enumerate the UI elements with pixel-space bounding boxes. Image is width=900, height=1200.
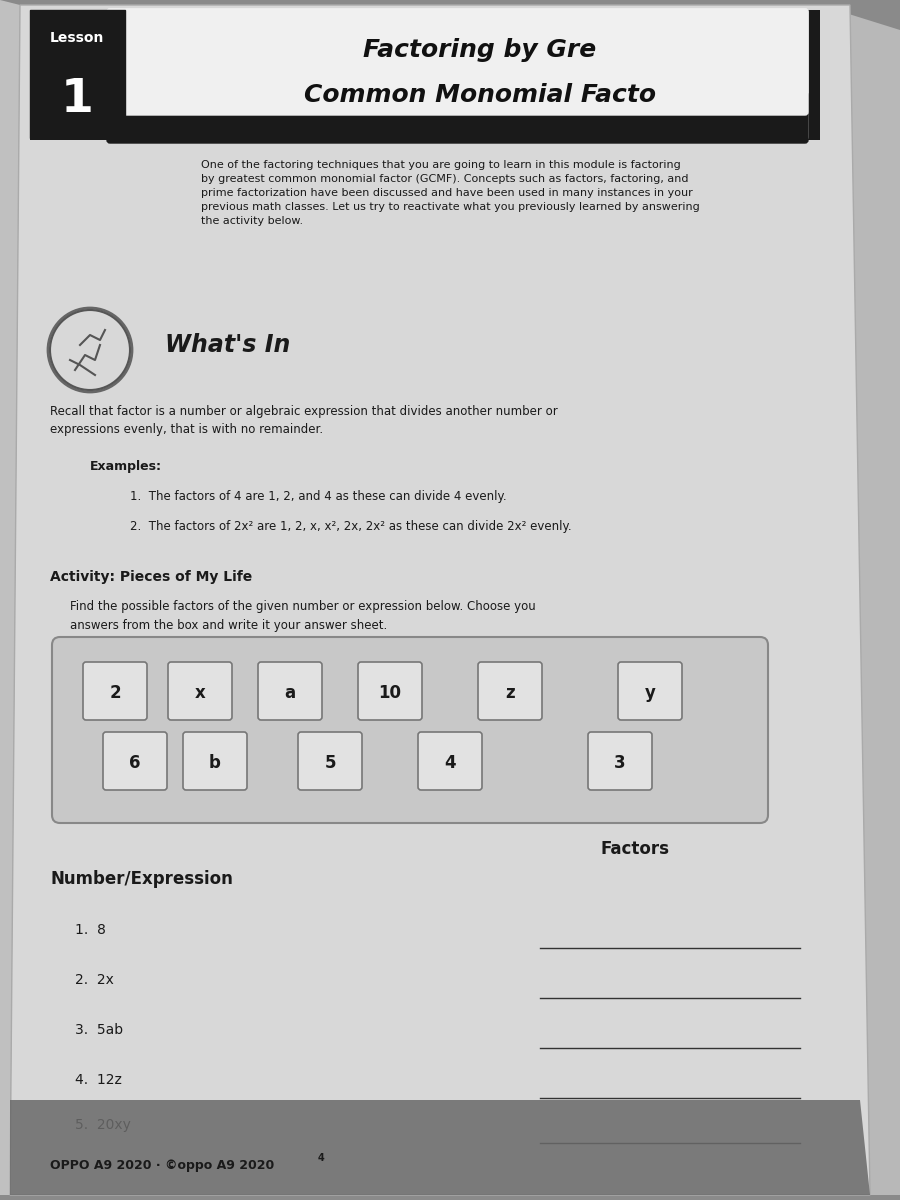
- FancyBboxPatch shape: [588, 732, 652, 790]
- Text: 2.  The factors of 2x² are 1, 2, x, x², 2x, 2x² as these can divide 2x² evenly.: 2. The factors of 2x² are 1, 2, x, x², 2…: [130, 520, 572, 533]
- FancyBboxPatch shape: [103, 732, 167, 790]
- Text: 1.  8: 1. 8: [75, 923, 106, 937]
- Text: Find the possible factors of the given number or expression below. Choose you
an: Find the possible factors of the given n…: [70, 600, 536, 632]
- FancyBboxPatch shape: [298, 732, 362, 790]
- FancyBboxPatch shape: [107, 8, 808, 140]
- FancyBboxPatch shape: [478, 662, 542, 720]
- Circle shape: [48, 308, 132, 392]
- Text: Examples:: Examples:: [90, 460, 162, 473]
- Text: b: b: [209, 754, 220, 772]
- Text: What's In: What's In: [165, 332, 291, 358]
- FancyBboxPatch shape: [183, 732, 247, 790]
- FancyBboxPatch shape: [258, 662, 322, 720]
- Polygon shape: [820, 5, 900, 1195]
- Text: One of the factoring techniques that you are going to learn in this module is fa: One of the factoring techniques that you…: [201, 160, 699, 226]
- FancyBboxPatch shape: [168, 662, 232, 720]
- Text: 2: 2: [109, 684, 121, 702]
- Text: Number/Expression: Number/Expression: [50, 870, 233, 888]
- Text: 4.  12z: 4. 12z: [75, 1073, 122, 1087]
- Text: 6: 6: [130, 754, 140, 772]
- Text: Factors: Factors: [600, 840, 669, 858]
- FancyBboxPatch shape: [618, 662, 682, 720]
- Text: Factoring by Gre: Factoring by Gre: [364, 38, 597, 62]
- FancyBboxPatch shape: [107, 92, 808, 143]
- FancyBboxPatch shape: [358, 662, 422, 720]
- Text: z: z: [505, 684, 515, 702]
- Text: Common Monomial Facto: Common Monomial Facto: [304, 83, 656, 107]
- Text: Lesson: Lesson: [50, 31, 104, 44]
- Text: Activity: Pieces of My Life: Activity: Pieces of My Life: [50, 570, 252, 584]
- Text: Recall that factor is a number or algebraic expression that divides another numb: Recall that factor is a number or algebr…: [50, 404, 558, 436]
- Polygon shape: [10, 5, 870, 1195]
- FancyBboxPatch shape: [52, 637, 768, 823]
- FancyBboxPatch shape: [30, 10, 125, 138]
- Text: 4: 4: [445, 754, 455, 772]
- Text: a: a: [284, 684, 295, 702]
- Text: 4: 4: [318, 1153, 325, 1163]
- Text: 1: 1: [60, 78, 94, 122]
- Polygon shape: [0, 0, 20, 1195]
- Text: x: x: [194, 684, 205, 702]
- Text: 10: 10: [379, 684, 401, 702]
- Polygon shape: [10, 1100, 870, 1195]
- Text: 5: 5: [324, 754, 336, 772]
- Text: y: y: [644, 684, 655, 702]
- Bar: [30, 10, 820, 140]
- Text: 1.  The factors of 4 are 1, 2, and 4 as these can divide 4 evenly.: 1. The factors of 4 are 1, 2, and 4 as t…: [130, 490, 507, 503]
- Text: 5.  20xy: 5. 20xy: [75, 1118, 130, 1132]
- Text: 2.  2x: 2. 2x: [75, 973, 114, 986]
- FancyBboxPatch shape: [418, 732, 482, 790]
- FancyBboxPatch shape: [83, 662, 147, 720]
- FancyBboxPatch shape: [107, 8, 808, 115]
- Text: 3.  5ab: 3. 5ab: [75, 1022, 123, 1037]
- Text: 3: 3: [614, 754, 626, 772]
- Text: OPPO A9 2020 · ©oppo A9 2020: OPPO A9 2020 · ©oppo A9 2020: [50, 1158, 274, 1171]
